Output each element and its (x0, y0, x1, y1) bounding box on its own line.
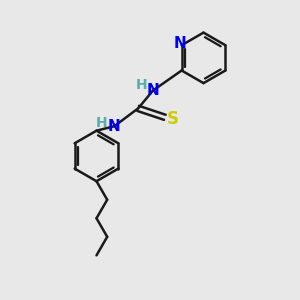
Text: N: N (147, 83, 159, 98)
Text: H: H (136, 78, 148, 92)
Text: N: N (108, 119, 121, 134)
Text: S: S (167, 110, 179, 128)
Text: N: N (174, 36, 187, 51)
Text: H: H (96, 116, 108, 130)
